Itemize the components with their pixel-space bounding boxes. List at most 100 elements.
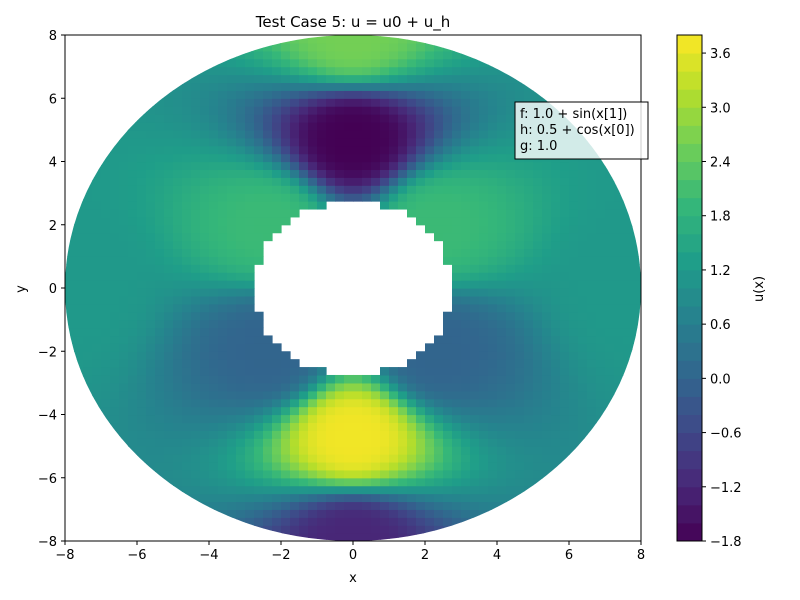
field-cell	[173, 256, 183, 265]
field-cell	[362, 430, 372, 439]
field-cell	[146, 335, 156, 344]
field-cell	[398, 74, 408, 84]
field-cell	[218, 438, 228, 447]
field-cell	[479, 319, 489, 329]
colorbar-band	[677, 378, 702, 397]
field-cell	[164, 374, 174, 384]
field-cell	[326, 74, 336, 84]
field-cell	[281, 493, 291, 503]
field-cell	[488, 264, 498, 273]
field-cell	[101, 185, 111, 194]
field-cell	[272, 35, 282, 44]
field-cell	[290, 438, 300, 447]
field-cell	[290, 477, 300, 487]
field-cell	[335, 50, 345, 60]
field-cell	[263, 201, 273, 210]
field-cell	[299, 161, 309, 171]
field-cell	[65, 224, 75, 234]
field-cell	[569, 406, 579, 416]
field-cell	[344, 501, 354, 510]
field-cell	[281, 461, 291, 471]
field-cell	[101, 303, 111, 313]
field-cell	[416, 477, 426, 487]
field-cell	[623, 216, 633, 226]
field-cell	[632, 288, 641, 297]
field-cell	[605, 390, 615, 400]
field-cell	[416, 177, 426, 186]
field-cell	[119, 398, 129, 408]
field-cell	[245, 161, 255, 171]
field-cell	[335, 382, 345, 392]
field-cell	[263, 525, 273, 534]
field-cell	[569, 240, 579, 250]
field-cell	[182, 422, 192, 431]
field-cell	[416, 161, 426, 171]
field-cell	[110, 335, 120, 344]
field-cell	[524, 438, 534, 447]
field-cell	[506, 248, 516, 257]
field-cell	[632, 359, 641, 368]
field-cell	[182, 446, 192, 455]
field-cell	[569, 224, 579, 234]
field-cell	[569, 295, 579, 305]
field-cell	[407, 82, 417, 91]
field-cell	[524, 493, 534, 503]
field-cell	[380, 382, 390, 392]
field-cell	[191, 145, 201, 155]
field-cell	[227, 129, 237, 139]
field-cell	[119, 288, 129, 297]
field-cell	[452, 264, 462, 273]
field-cell	[182, 256, 192, 265]
field-cell	[587, 185, 597, 194]
field-cell	[227, 517, 237, 526]
field-cell	[209, 90, 219, 99]
field-cell	[398, 430, 408, 439]
field-cell	[497, 509, 507, 518]
field-cell	[416, 501, 426, 510]
field-cell	[308, 382, 318, 392]
field-cell	[209, 343, 219, 352]
field-cell	[515, 335, 525, 344]
field-cell	[182, 208, 192, 218]
field-cell	[569, 248, 579, 257]
field-cell	[155, 359, 165, 368]
field-cell	[200, 501, 210, 510]
field-cell	[119, 248, 129, 257]
field-cell	[218, 82, 228, 91]
field-cell	[101, 414, 111, 424]
field-cell	[434, 42, 444, 52]
field-cell	[488, 477, 498, 487]
field-cell	[623, 382, 633, 392]
field-cell	[308, 82, 318, 91]
field-cell	[254, 169, 264, 178]
field-cell	[317, 66, 327, 76]
field-cell	[146, 359, 156, 368]
field-cell	[551, 327, 561, 337]
field-cell	[218, 454, 228, 463]
field-cell	[389, 169, 399, 178]
field-cell	[614, 390, 624, 400]
field-cell	[389, 129, 399, 139]
colorbar-band	[677, 233, 702, 253]
field-cell	[569, 454, 579, 463]
plot-area	[64, 34, 642, 542]
field-cell	[326, 398, 336, 408]
field-cell	[578, 232, 588, 242]
field-cell	[560, 193, 570, 202]
field-cell	[110, 216, 120, 226]
field-cell	[200, 106, 210, 115]
field-cell	[416, 525, 426, 534]
field-cell	[398, 533, 408, 541]
colorbar-band	[677, 324, 702, 343]
field-cell	[407, 74, 417, 84]
field-cell	[569, 343, 579, 352]
field-cell	[92, 256, 102, 265]
field-cell	[173, 446, 183, 455]
field-cell	[200, 406, 210, 416]
field-cell	[155, 169, 165, 178]
field-cell	[398, 374, 408, 384]
field-cell	[452, 106, 462, 115]
field-cell	[200, 185, 210, 194]
field-cell	[488, 430, 498, 439]
field-cell	[245, 311, 255, 321]
